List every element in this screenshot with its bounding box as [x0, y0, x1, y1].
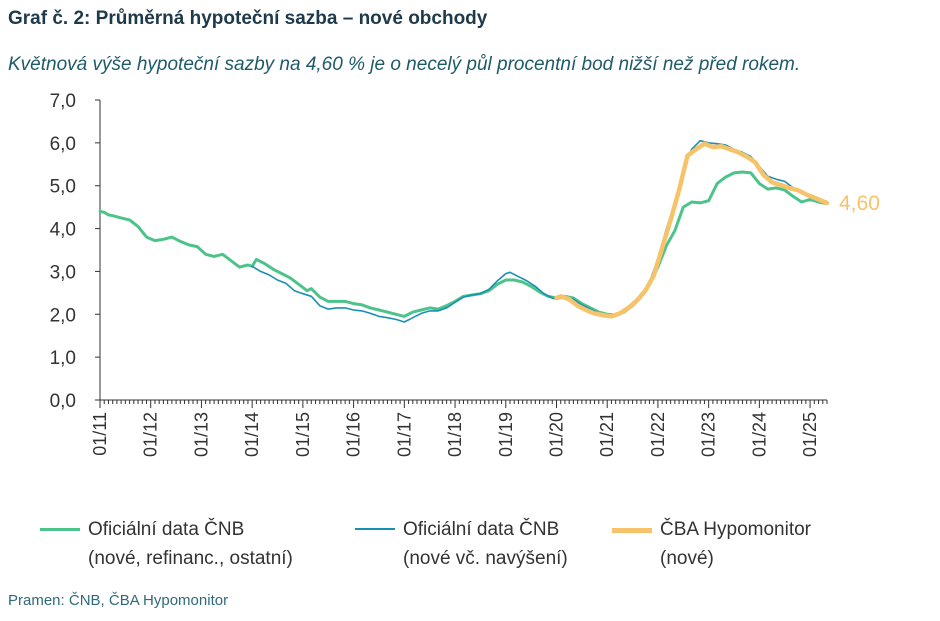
- y-tick-label: 6,0: [50, 134, 76, 155]
- end-value-label: 4,60: [839, 192, 880, 215]
- legend-line2: (nové, refinanc., ostatní): [88, 548, 293, 569]
- y-tick-label: 0,0: [50, 391, 76, 412]
- x-tick-label: 01/17: [394, 412, 414, 457]
- y-tick-label: 1,0: [50, 348, 76, 369]
- x-tick-label: 01/21: [597, 412, 617, 457]
- x-tick-label: 01/14: [242, 412, 262, 457]
- x-tick-label: 01/16: [344, 412, 364, 457]
- x-tick-label: 01/12: [141, 412, 161, 457]
- series-line-0: [98, 170, 829, 318]
- legend-item-cnb-total: Oficiální data ČNB (nové, refinanc., ost…: [40, 515, 293, 573]
- chart-subtitle: Květnová výše hypoteční sazby na 4,60 % …: [8, 54, 801, 75]
- source-note: Pramen: ČNB, ČBA Hypomonitor: [8, 592, 229, 609]
- legend-label-cnb-total: Oficiální data ČNB (nové, refinanc., ost…: [88, 515, 293, 573]
- y-tick-label: 5,0: [50, 177, 76, 198]
- legend-label-cba: ČBA Hypomonitor (nové): [660, 515, 811, 573]
- y-tick-label: 4,0: [50, 220, 76, 241]
- legend-line2: (nové vč. navýšení): [403, 548, 568, 569]
- x-tick-label: 01/15: [293, 412, 313, 457]
- legend-line1: ČBA Hypomonitor: [660, 519, 812, 540]
- legend-swatch-cba: [612, 528, 652, 533]
- legend-line2: (nové): [660, 548, 714, 569]
- x-tick-label: 01/23: [699, 412, 719, 457]
- x-tick-label: 01/18: [445, 412, 465, 457]
- y-tick-label: 7,0: [50, 91, 76, 112]
- legend-swatch-cnb-total: [40, 528, 80, 531]
- x-tick-label: 01/13: [191, 412, 211, 457]
- x-tick-label: 01/25: [800, 412, 820, 457]
- x-tick-label: 01/24: [749, 412, 769, 457]
- x-tick-label: 01/20: [546, 412, 566, 457]
- y-tick-label: 2,0: [50, 305, 76, 326]
- legend-item-cba: ČBA Hypomonitor (nové): [612, 515, 811, 573]
- y-tick-label: 3,0: [50, 262, 76, 283]
- x-tick-label: 01/22: [648, 412, 668, 457]
- x-tick-label: 01/11: [90, 412, 110, 456]
- legend-item-cnb-new: Oficiální data ČNB (nové vč. navýšení): [355, 515, 568, 573]
- series-line-1: [251, 139, 820, 323]
- legend-line1: Oficiální data ČNB: [403, 519, 560, 540]
- series-line-2: [554, 141, 830, 319]
- x-tick-label: 01/19: [496, 412, 516, 457]
- legend-swatch-cnb-new: [355, 528, 395, 530]
- chart-title: Graf č. 2: Průměrná hypoteční sazba – no…: [8, 8, 488, 29]
- legend-line1: Oficiální data ČNB: [88, 519, 245, 540]
- legend-label-cnb-new: Oficiální data ČNB (nové vč. navýšení): [403, 515, 568, 573]
